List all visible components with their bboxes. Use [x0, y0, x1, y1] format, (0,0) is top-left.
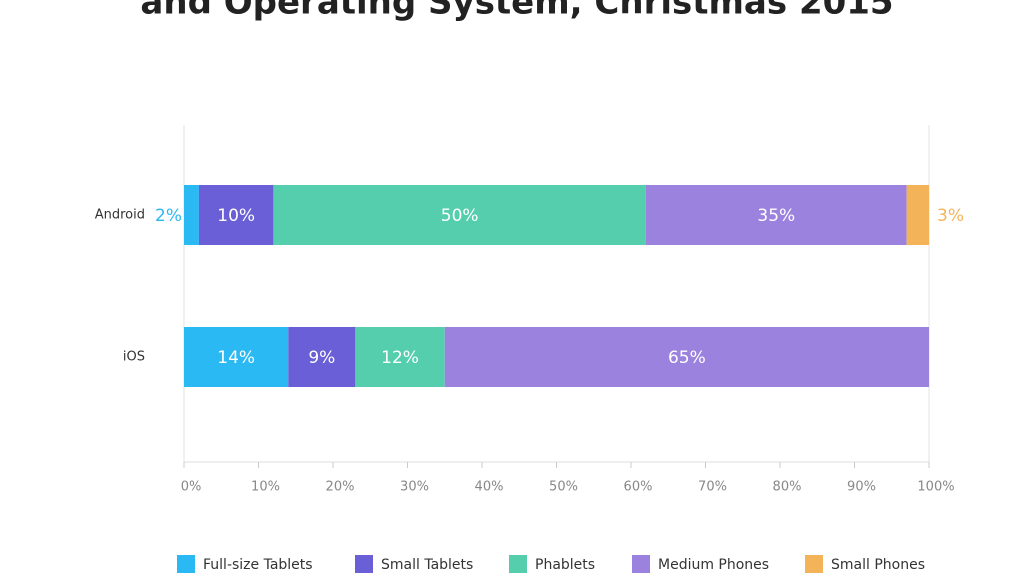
value-label: 12%: [381, 348, 419, 368]
bar-segment: [355, 327, 445, 387]
legend-swatch: [632, 555, 650, 573]
legend-label: Full-size Tablets: [203, 557, 313, 573]
x-tick-label: 0%: [181, 480, 202, 495]
category-label: iOS: [123, 350, 145, 365]
x-tick-label: 90%: [847, 480, 876, 495]
value-label: 14%: [217, 348, 255, 368]
value-label: 10%: [217, 206, 255, 226]
bar-segment: [444, 327, 929, 387]
bar-segment: [184, 185, 199, 245]
legend-label: Small Tablets: [381, 557, 473, 573]
legend-label: Small Phones: [831, 557, 925, 573]
bar-segment: [906, 185, 929, 245]
x-tick-label: 80%: [773, 480, 802, 495]
value-label: 50%: [441, 206, 479, 226]
bar-segment: [288, 327, 356, 387]
bar-segment: [184, 327, 289, 387]
legend-label: Phablets: [535, 557, 595, 573]
bar-segment: [198, 185, 274, 245]
x-tick-label: 100%: [917, 480, 954, 495]
value-label: 3%: [937, 206, 964, 226]
x-tick-label: 10%: [251, 480, 280, 495]
value-label: 35%: [757, 206, 795, 226]
legend-swatch: [177, 555, 195, 573]
value-label: 65%: [668, 348, 706, 368]
category-label: Android: [95, 208, 145, 223]
chart-title: and Operating System, Christmas 2015: [140, 0, 893, 23]
value-label: 9%: [308, 348, 335, 368]
x-tick-label: 30%: [400, 480, 429, 495]
legend-swatch: [509, 555, 527, 573]
x-tick-label: 40%: [475, 480, 504, 495]
bar-segment: [273, 185, 646, 245]
legend-swatch: [355, 555, 373, 573]
bar-segment: [645, 185, 907, 245]
x-tick-label: 50%: [549, 480, 578, 495]
legend-swatch: [805, 555, 823, 573]
x-tick-label: 20%: [326, 480, 355, 495]
x-tick-label: 70%: [698, 480, 727, 495]
legend-label: Medium Phones: [658, 557, 769, 573]
value-label: 2%: [155, 206, 182, 226]
x-tick-label: 60%: [624, 480, 653, 495]
